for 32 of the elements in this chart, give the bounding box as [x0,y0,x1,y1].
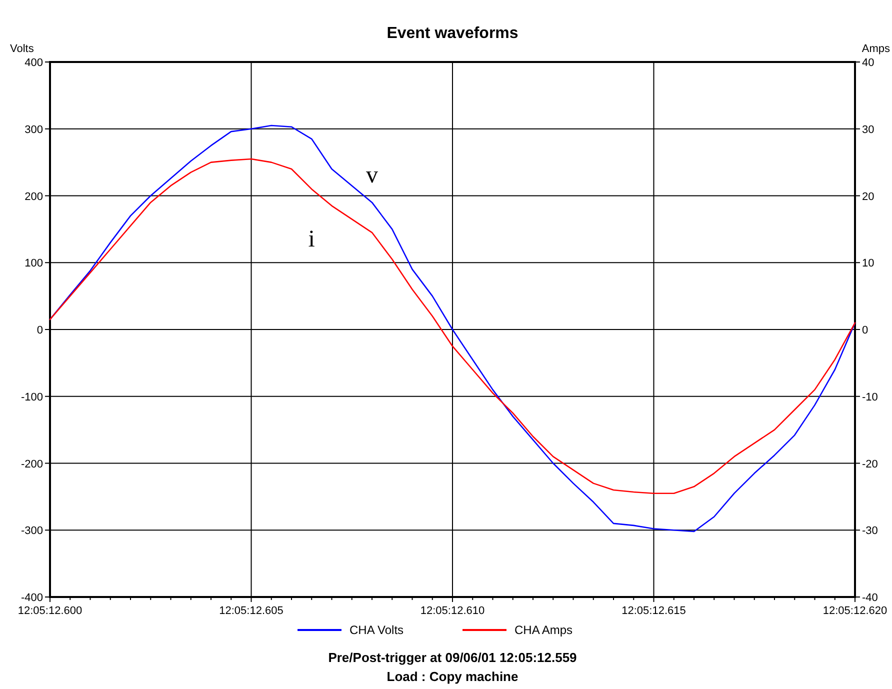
y-tick-label: 0 [36,324,43,336]
x-tick-label: 12:05:12.600 [18,605,82,617]
y2-tick-label: 0 [862,324,868,336]
y2-tick-label: 20 [862,190,874,203]
y2-tick-label: -30 [862,525,878,538]
y-tick-label: -300 [20,525,43,538]
y2-axis-title: Amps [862,43,890,55]
legend-label: CHA Volts [350,623,404,637]
annotation: v [366,162,378,188]
text: Load : Copy machine [386,669,518,684]
annotation: i [308,226,316,253]
y-tick-label: 100 [24,258,43,270]
legend-label: CHA Amps [514,623,573,637]
chart-title: Event waveforms [386,25,518,42]
y-tick-label: -100 [20,391,43,404]
x-tick-label: 12:05:12.610 [420,605,485,617]
y-tick-label: 200 [24,190,43,203]
x-tick-label: 12:05:12.605 [219,605,284,617]
y-tick-label: 300 [24,124,43,136]
x-tick-label: 12:05:12.615 [622,605,686,617]
x-tick-label: 12:05:12.620 [822,605,888,617]
y2-tick-label: 30 [862,124,874,136]
y-tick-label: -200 [20,458,43,470]
text: Pre/Post-trigger at 09/06/01 12:05:12.559 [328,650,577,665]
y-axis-title: Volts [10,43,34,55]
y2-tick-label: 40 [862,57,874,69]
y-tick-label: -400 [20,592,43,604]
y-tick-label: 400 [24,57,43,69]
y2-tick-label: -20 [862,458,878,470]
y2-tick-label: -10 [862,391,878,404]
y2-tick-label: -40 [862,592,878,604]
y2-tick-label: 10 [862,258,874,270]
